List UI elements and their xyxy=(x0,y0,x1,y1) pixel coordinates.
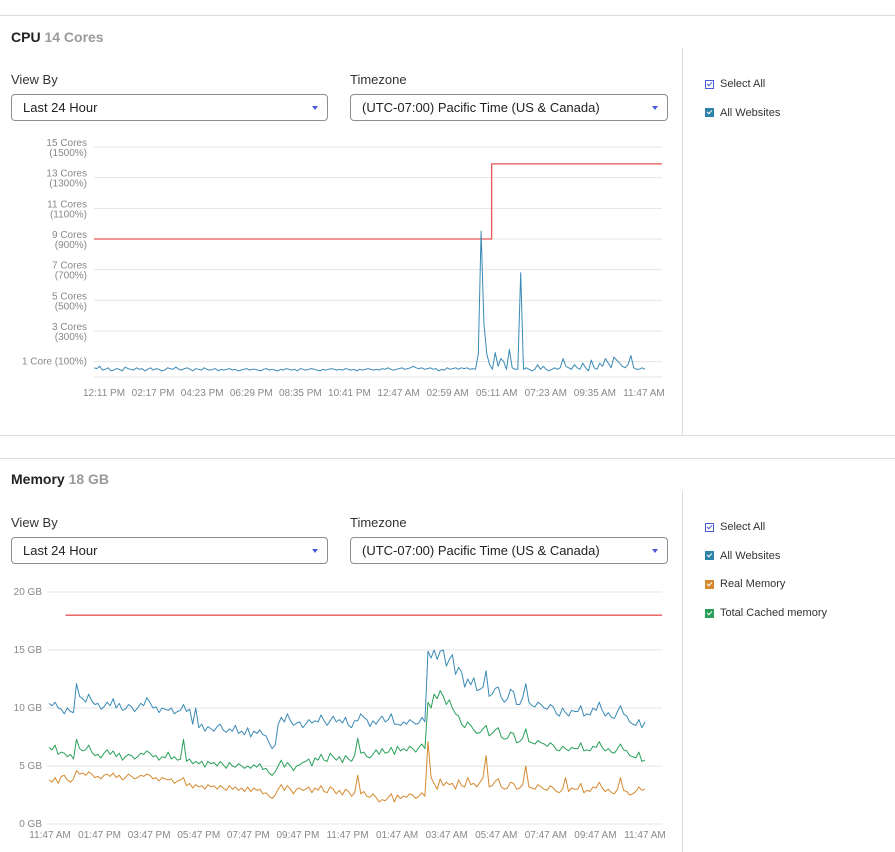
memory-view-by-label: View By xyxy=(11,515,58,530)
section-divider xyxy=(0,435,895,436)
memory-legend-item[interactable]: All Websites xyxy=(705,549,780,563)
cpu-legend-divider xyxy=(682,48,683,435)
cpu-timezone-value: (UTC-07:00) Pacific Time (US & Canada) xyxy=(362,100,600,115)
checkbox-icon[interactable] xyxy=(705,108,714,118)
cpu-x-tick-label: 11:47 AM xyxy=(623,388,665,399)
cpu-cores-count: 14 Cores xyxy=(44,29,104,45)
checkbox-icon[interactable] xyxy=(705,579,714,589)
cpu-x-tick-label: 05:11 AM xyxy=(476,388,518,399)
cpu-legend-item[interactable]: Select All xyxy=(705,77,765,91)
memory-timezone-value: (UTC-07:00) Pacific Time (US & Canada) xyxy=(362,543,600,558)
memory-x-tick-label: 05:47 AM xyxy=(475,830,517,841)
cpu-y-tick-label: 13 Cores (1300%) xyxy=(46,169,87,190)
cpu-y-tick-label: 7 Cores (700%) xyxy=(52,261,87,282)
cpu-x-tick-label: 04:23 PM xyxy=(181,388,224,399)
legend-label: Real Memory xyxy=(720,578,786,591)
memory-x-tick-label: 01:47 AM xyxy=(376,830,418,841)
memory-x-tick-label: 07:47 PM xyxy=(227,830,270,841)
memory-view-by-value: Last 24 Hour xyxy=(23,543,98,558)
memory-timezone-label: Timezone xyxy=(350,515,407,530)
checkbox-icon[interactable] xyxy=(705,551,714,561)
chevron-down-icon xyxy=(312,549,318,553)
cpu-x-tick-label: 09:35 AM xyxy=(574,388,616,399)
legend-label: All Websites xyxy=(720,549,781,562)
cpu-y-tick-label: 1 Core (100%) xyxy=(22,357,87,368)
chevron-down-icon xyxy=(312,106,318,110)
legend-label: Select All xyxy=(720,78,766,90)
memory-y-tick-label: 0 GB xyxy=(19,819,42,830)
cpu-series-line xyxy=(93,230,646,372)
memory-y-tick-label: 15 GB xyxy=(14,645,43,656)
cpu-x-tick-label: 07:23 AM xyxy=(525,388,567,399)
cpu-title: CPU xyxy=(11,29,41,45)
memory-view-by-select[interactable]: Last 24 Hour xyxy=(11,537,328,564)
checkbox-icon[interactable] xyxy=(705,608,714,618)
cpu-x-tick-label: 02:17 PM xyxy=(132,388,175,399)
cpu-x-tick-label: 02:59 AM xyxy=(427,388,469,399)
memory-x-tick-label: 07:47 AM xyxy=(525,830,567,841)
memory-x-tick-label: 03:47 PM xyxy=(128,830,171,841)
memory-timezone-select[interactable]: (UTC-07:00) Pacific Time (US & Canada) xyxy=(350,537,668,564)
checkbox-icon[interactable] xyxy=(705,79,714,89)
memory-series-line xyxy=(48,690,646,776)
memory-total: 18 GB xyxy=(68,471,110,487)
chevron-down-icon xyxy=(652,549,658,553)
memory-legend-item[interactable]: Select All xyxy=(705,520,765,534)
memory-x-tick-label: 11:47 PM xyxy=(326,830,368,841)
cpu-y-tick-label: 9 Cores (900%) xyxy=(52,230,87,251)
memory-x-tick-label: 09:47 AM xyxy=(574,830,616,841)
cpu-legend-item[interactable]: All Websites xyxy=(705,106,780,120)
memory-y-tick-label: 10 GB xyxy=(14,703,43,714)
cpu-y-tick-label: 15 Cores (1500%) xyxy=(46,138,87,159)
cpu-view-by-value: Last 24 Hour xyxy=(23,100,98,115)
top-divider xyxy=(0,15,895,16)
cpu-view-by-select[interactable]: Last 24 Hour xyxy=(11,94,328,121)
memory-x-tick-label: 01:47 PM xyxy=(78,830,121,841)
checkbox-icon[interactable] xyxy=(705,522,714,532)
memory-x-tick-label: 11:47 AM xyxy=(624,830,666,841)
memory-section-title: Memory 18 GB xyxy=(11,471,109,487)
cpu-y-tick-label: 5 Cores (500%) xyxy=(52,291,87,312)
memory-x-tick-label: 03:47 AM xyxy=(426,830,468,841)
cpu-y-tick-label: 11 Cores (1100%) xyxy=(47,199,87,220)
memory-x-tick-label: 09:47 PM xyxy=(277,830,320,841)
memory-series-line xyxy=(48,741,646,803)
section-divider-2 xyxy=(0,458,895,459)
chevron-down-icon xyxy=(652,106,658,110)
memory-legend-divider xyxy=(682,491,683,852)
legend-label: Total Cached memory xyxy=(720,607,827,620)
cpu-timezone-label: Timezone xyxy=(350,72,407,87)
cpu-x-tick-label: 12:11 PM xyxy=(83,388,125,399)
memory-y-tick-label: 5 GB xyxy=(19,761,42,772)
memory-x-tick-label: 11:47 AM xyxy=(29,830,71,841)
memory-x-tick-label: 05:47 PM xyxy=(177,830,220,841)
memory-title: Memory xyxy=(11,471,65,487)
cpu-view-by-label: View By xyxy=(11,72,58,87)
cpu-timezone-select[interactable]: (UTC-07:00) Pacific Time (US & Canada) xyxy=(350,94,668,121)
memory-y-tick-label: 20 GB xyxy=(14,587,43,598)
cpu-y-tick-label: 3 Cores (300%) xyxy=(52,322,87,343)
cpu-x-tick-label: 08:35 PM xyxy=(279,388,322,399)
memory-legend-item[interactable]: Real Memory xyxy=(705,577,785,591)
cpu-x-tick-label: 10:41 PM xyxy=(328,388,371,399)
cpu-section-title: CPU 14 Cores xyxy=(11,29,104,45)
memory-legend-item[interactable]: Total Cached memory xyxy=(705,606,827,620)
legend-label: All Websites xyxy=(720,106,781,119)
legend-label: Select All xyxy=(720,521,766,533)
cpu-limit-line xyxy=(94,163,662,240)
cpu-x-tick-label: 06:29 PM xyxy=(230,388,273,399)
cpu-x-tick-label: 12:47 AM xyxy=(377,388,419,399)
memory-series-line xyxy=(48,649,646,750)
